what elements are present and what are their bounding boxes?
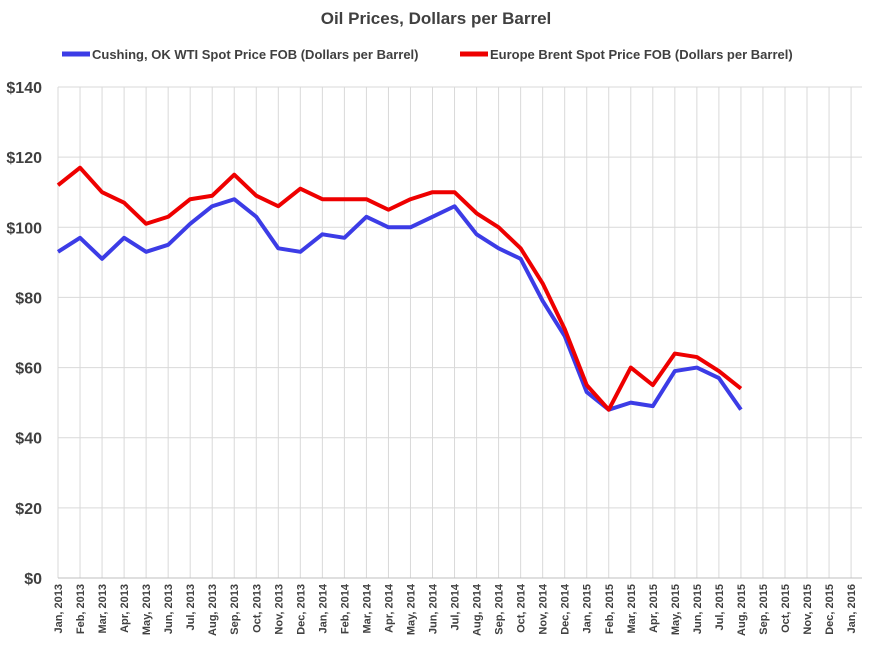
series-line [56, 165, 743, 412]
x-tick-label: Aug, 2013 [207, 584, 219, 636]
legend-label: Europe Brent Spot Price FOB (Dollars per… [490, 47, 793, 62]
x-tick-label: Sep, 2014 [494, 583, 506, 635]
x-tick-label: Dec, 2013 [295, 584, 307, 635]
x-tick-label: Jan, 2014 [317, 583, 329, 633]
x-tick-label: Dec, 2015 [824, 584, 836, 635]
x-tick-label: Nov, 2013 [273, 584, 285, 635]
x-tick-label: Mar, 2015 [626, 584, 638, 634]
y-tick-label: $20 [15, 501, 42, 518]
x-tick-label: Dec, 2014 [560, 583, 572, 635]
x-tick-label: Sep, 2015 [758, 584, 770, 635]
x-tick-label: Sep, 2013 [229, 584, 241, 635]
x-tick-label: Apr, 2013 [119, 584, 131, 633]
y-tick-label: $60 [15, 361, 42, 378]
x-tick-label: Jan, 2015 [582, 584, 594, 634]
series-line [56, 197, 743, 412]
x-tick-label: Jan, 2013 [53, 584, 65, 634]
x-tick-label: Jan, 2016 [846, 584, 858, 634]
x-tick-label: Apr, 2014 [383, 583, 395, 633]
x-tick-label: Feb, 2014 [339, 583, 351, 634]
x-tick-label: Jul, 2013 [185, 584, 197, 630]
x-tick-label: Nov, 2014 [538, 583, 550, 634]
x-tick-label: Apr, 2015 [648, 584, 660, 633]
x-tick-label: Oct, 2015 [780, 584, 792, 633]
x-tick-label: May, 2014 [405, 583, 417, 635]
y-tick-label: $140 [6, 80, 42, 97]
chart-title: Oil Prices, Dollars per Barrel [321, 9, 552, 28]
x-tick-label: May, 2015 [670, 584, 682, 635]
x-tick-label: Aug, 2014 [472, 583, 484, 636]
x-tick-label: Feb, 2015 [604, 584, 616, 634]
y-tick-label: $100 [6, 220, 42, 237]
x-tick-label: Oct, 2013 [251, 584, 263, 633]
x-tick-label: Nov, 2015 [802, 584, 814, 635]
x-tick-label: Oct, 2014 [516, 583, 528, 633]
y-tick-label: $80 [15, 290, 42, 307]
y-tick-label: $0 [24, 571, 42, 588]
x-tick-label: Jul, 2015 [714, 584, 726, 630]
x-tick-label: Jun, 2015 [692, 584, 704, 634]
legend-label: Cushing, OK WTI Spot Price FOB (Dollars … [92, 47, 419, 62]
y-tick-label: $120 [6, 150, 42, 167]
x-tick-label: Aug, 2015 [736, 584, 748, 636]
x-tick-label: Feb, 2013 [75, 584, 87, 634]
x-tick-label: Mar, 2013 [97, 584, 109, 634]
x-tick-label: May, 2013 [141, 584, 153, 635]
y-tick-label: $40 [15, 431, 42, 448]
x-tick-label: Mar, 2014 [361, 583, 373, 633]
x-tick-label: Jul, 2014 [450, 583, 462, 630]
x-tick-label: Jun, 2014 [428, 583, 440, 634]
x-tick-label: Jun, 2013 [163, 584, 175, 634]
